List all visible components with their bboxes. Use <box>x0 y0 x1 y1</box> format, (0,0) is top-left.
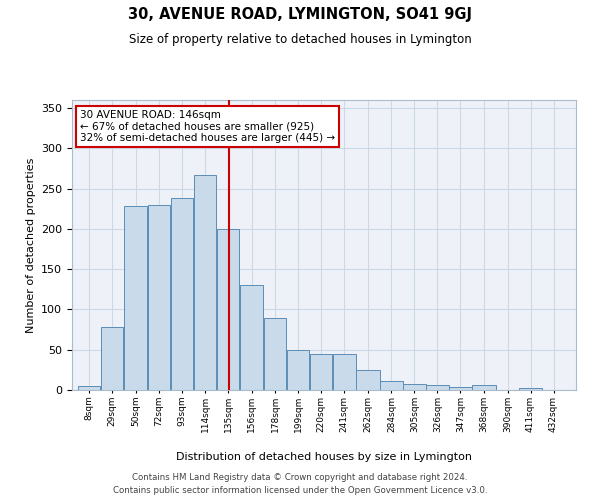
Bar <box>171 198 193 390</box>
Bar <box>124 206 148 390</box>
Bar <box>449 387 472 390</box>
Bar <box>333 354 355 390</box>
Bar <box>217 229 239 390</box>
Text: Contains public sector information licensed under the Open Government Licence v3: Contains public sector information licen… <box>113 486 487 495</box>
Text: Distribution of detached houses by size in Lymington: Distribution of detached houses by size … <box>176 452 472 462</box>
Text: Size of property relative to detached houses in Lymington: Size of property relative to detached ho… <box>128 32 472 46</box>
Bar <box>101 327 123 390</box>
Bar <box>310 354 332 390</box>
Bar <box>240 286 263 390</box>
Bar <box>78 386 100 390</box>
Bar <box>356 370 380 390</box>
Bar <box>403 384 425 390</box>
Bar <box>194 175 217 390</box>
Text: Contains HM Land Registry data © Crown copyright and database right 2024.: Contains HM Land Registry data © Crown c… <box>132 472 468 482</box>
Bar <box>287 350 310 390</box>
Bar <box>264 318 286 390</box>
Bar <box>472 385 496 390</box>
Bar <box>380 381 403 390</box>
Bar <box>426 385 449 390</box>
Text: 30 AVENUE ROAD: 146sqm
← 67% of detached houses are smaller (925)
32% of semi-de: 30 AVENUE ROAD: 146sqm ← 67% of detached… <box>80 110 335 143</box>
Y-axis label: Number of detached properties: Number of detached properties <box>26 158 35 332</box>
Text: 30, AVENUE ROAD, LYMINGTON, SO41 9GJ: 30, AVENUE ROAD, LYMINGTON, SO41 9GJ <box>128 8 472 22</box>
Bar <box>148 204 170 390</box>
Bar <box>520 388 542 390</box>
